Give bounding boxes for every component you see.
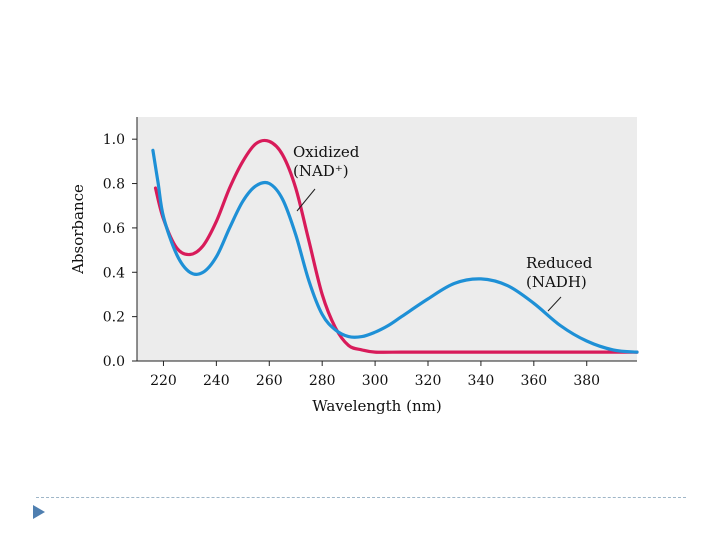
x-tick-label: 340 bbox=[468, 373, 495, 389]
series-line-oxidized bbox=[153, 138, 639, 354]
y-tick-label: 0.0 bbox=[103, 354, 125, 370]
y-axis-title: Absorbance bbox=[69, 184, 87, 275]
x-tick-label: 260 bbox=[256, 373, 283, 389]
x-tick-label: 220 bbox=[150, 373, 177, 389]
x-tick-label: 280 bbox=[309, 373, 336, 389]
annotation-reduced-leader bbox=[547, 296, 562, 312]
x-axis-title: Wavelength (nm) bbox=[312, 397, 441, 415]
bullet-triangle-icon bbox=[33, 505, 45, 519]
annotation-reduced-line: (NADH) bbox=[526, 273, 587, 291]
y-tick-label: 0.4 bbox=[103, 265, 125, 281]
x-tick-label: 240 bbox=[203, 373, 230, 389]
annotation-reduced-line: Reduced bbox=[526, 254, 593, 272]
y-tick-label: 0.8 bbox=[103, 177, 125, 193]
x-tick-label: 320 bbox=[415, 373, 442, 389]
annotation-oxidized-line: (NAD⁺) bbox=[293, 162, 349, 180]
y-tick-label: 1.0 bbox=[103, 132, 125, 148]
footer-divider bbox=[36, 497, 686, 498]
series-line-reduced bbox=[151, 148, 639, 354]
y-tick-label: 0.6 bbox=[103, 221, 125, 237]
annotation-oxidized-leader bbox=[296, 188, 316, 212]
x-tick-label: 300 bbox=[362, 373, 389, 389]
y-tick-label: 0.2 bbox=[103, 310, 125, 326]
x-tick-label: 360 bbox=[520, 373, 547, 389]
x-tick-label: 380 bbox=[573, 373, 600, 389]
annotation-oxidized-line: Oxidized bbox=[293, 143, 360, 161]
plot-background bbox=[137, 117, 637, 361]
